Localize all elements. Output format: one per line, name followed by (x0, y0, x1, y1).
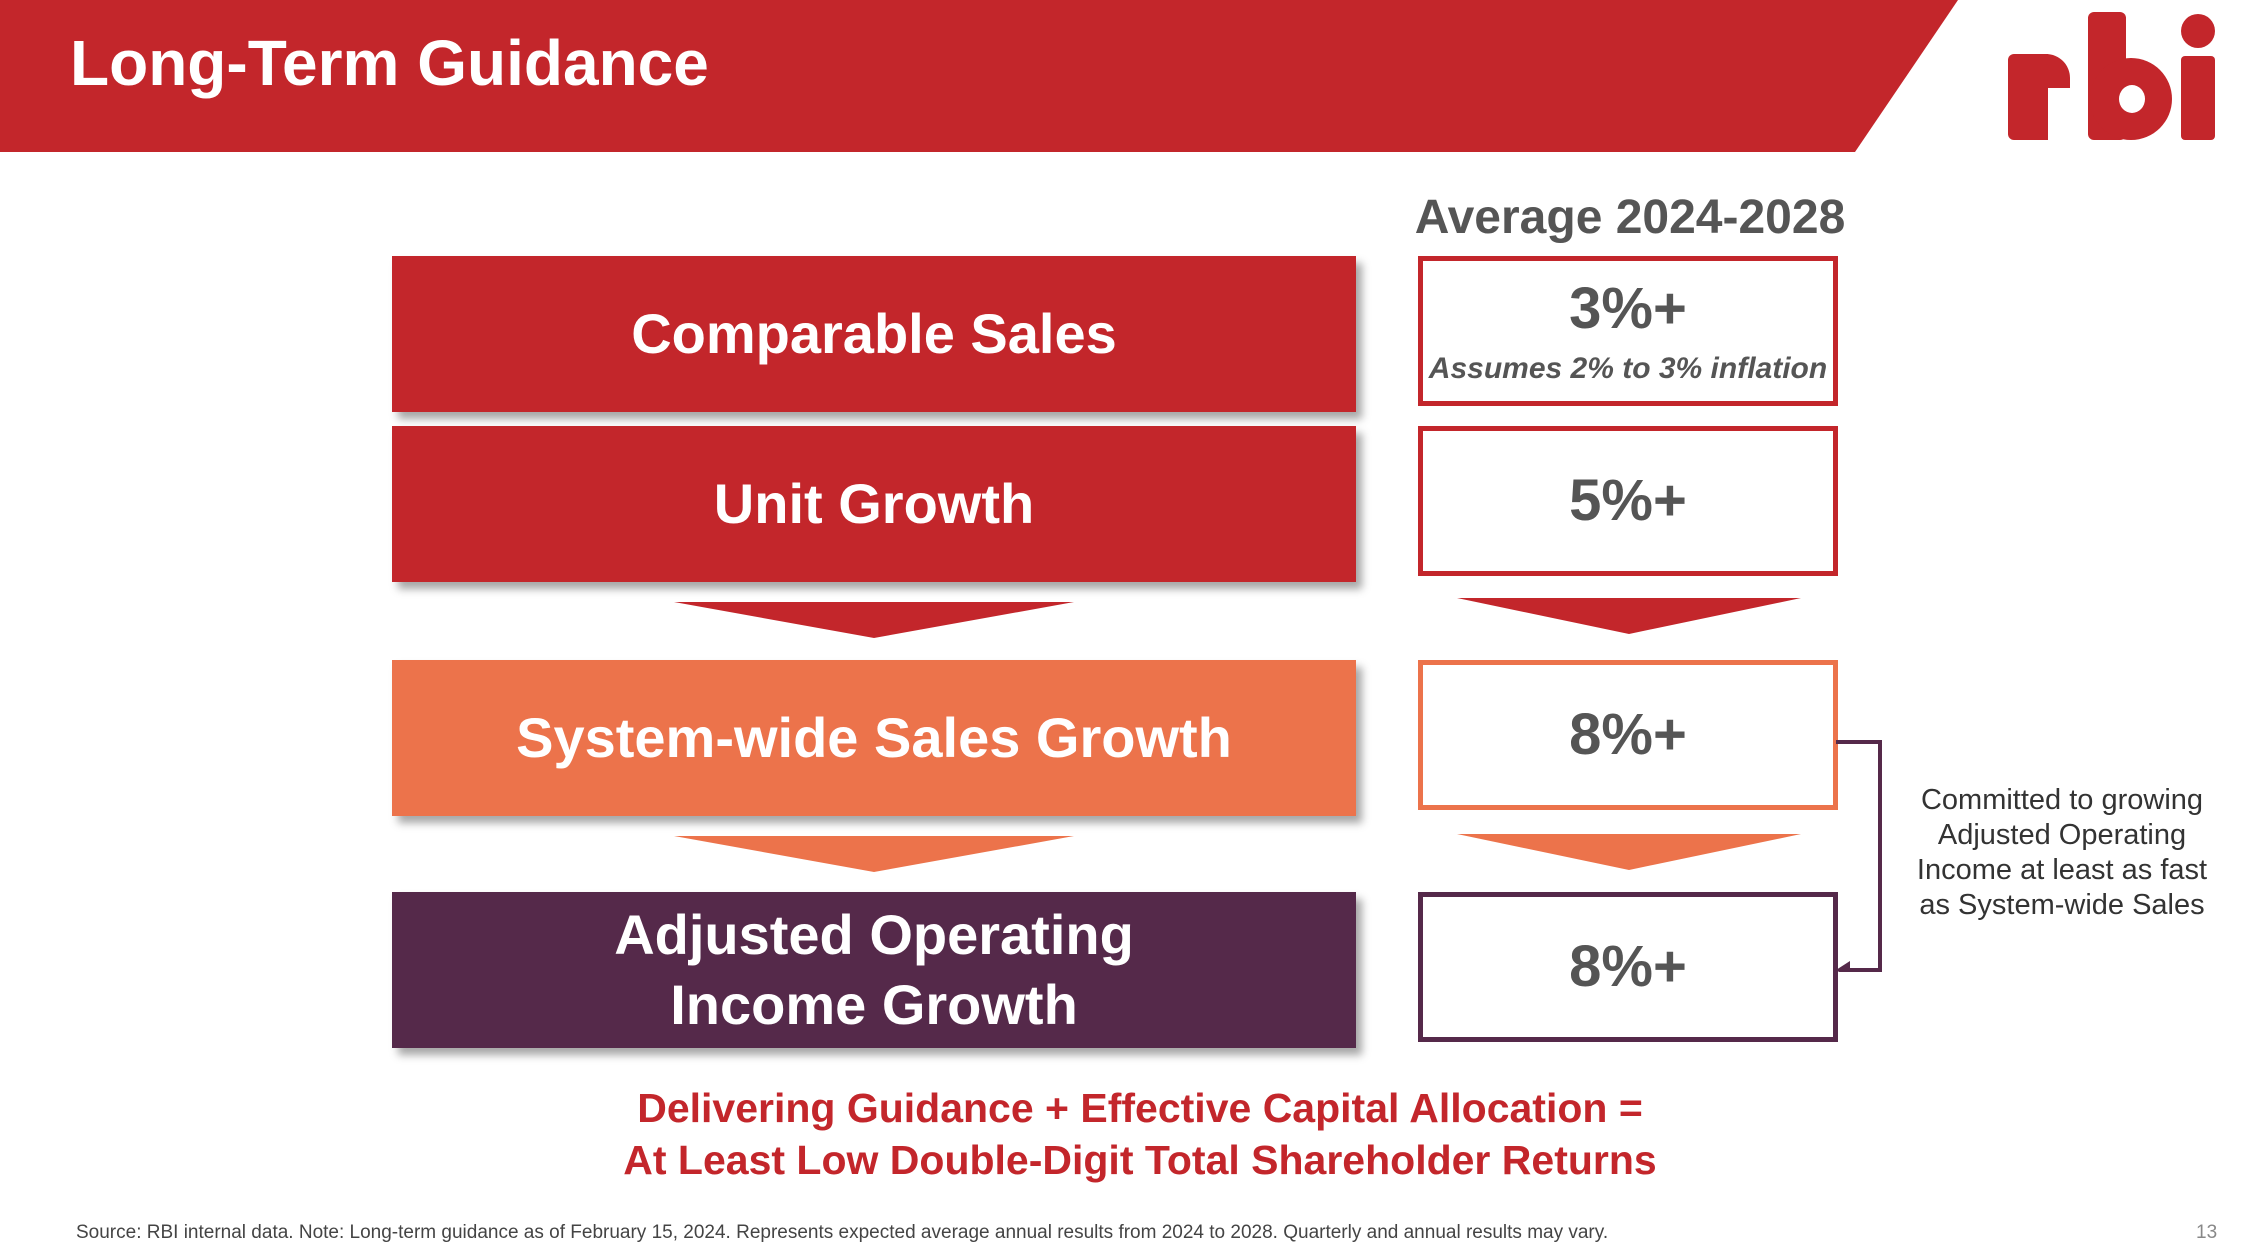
down-arrow-orange (1457, 834, 1801, 870)
metric-value: 8%+ (1569, 934, 1687, 999)
value-box-system-wide-sales: 8%+ (1418, 660, 1838, 810)
metric-value: 5%+ (1569, 468, 1687, 533)
page-title: Long-Term Guidance (70, 27, 709, 99)
side-note-line: Income at least as fast (1916, 854, 2208, 886)
title-banner (0, 0, 1958, 152)
tagline-line: At Least Low Double-Digit Total Sharehol… (623, 1137, 1657, 1183)
value-box-unit-growth: 5%+ (1418, 426, 1838, 576)
metric-label-line: Income Growth (670, 973, 1078, 1036)
metric-label: System-wide Sales Growth (516, 706, 1232, 769)
value-box-comparable-sales: 3%+ Assumes 2% to 3% inflation (1418, 256, 1838, 406)
bracket-connector-arrow (1836, 740, 1882, 972)
metric-value: 8%+ (1569, 702, 1687, 767)
side-note-line: Adjusted Operating (1937, 819, 2187, 851)
side-note-line: Committed to growing (1920, 784, 2204, 816)
metric-label: Comparable Sales (631, 302, 1117, 365)
metric-adjusted-operating-income-growth: Adjusted Operating Income Growth (392, 892, 1356, 1048)
side-note: Committed to growing Adjusted Operating … (1892, 783, 2232, 923)
side-note-line: as System-wide Sales (1919, 889, 2205, 921)
metric-value: 3%+ (1569, 276, 1687, 341)
column-header: Average 2024-2028 (1414, 191, 1846, 244)
down-arrow-red (674, 602, 1074, 638)
tagline: Delivering Guidance + Effective Capital … (400, 1082, 1880, 1186)
source-footnote: Source: RBI internal data. Note: Long-te… (76, 1222, 1609, 1243)
rbi-logo (2000, 10, 2215, 140)
inflation-note: Assumes 2% to 3% inflation (1428, 352, 1828, 385)
tagline-line: Delivering Guidance + Effective Capital … (637, 1085, 1643, 1131)
metric-comparable-sales: Comparable Sales (392, 256, 1356, 412)
metric-system-wide-sales-growth: System-wide Sales Growth (392, 660, 1356, 816)
down-arrow-red (1457, 598, 1801, 634)
down-arrow-orange (674, 836, 1074, 872)
metric-unit-growth: Unit Growth (392, 426, 1356, 582)
page-number: 13 (2196, 1222, 2218, 1243)
value-box-adjusted-operating-income: 8%+ (1418, 892, 1838, 1042)
metric-label-line: Adjusted Operating (614, 903, 1134, 966)
metric-label: Unit Growth (713, 472, 1035, 535)
